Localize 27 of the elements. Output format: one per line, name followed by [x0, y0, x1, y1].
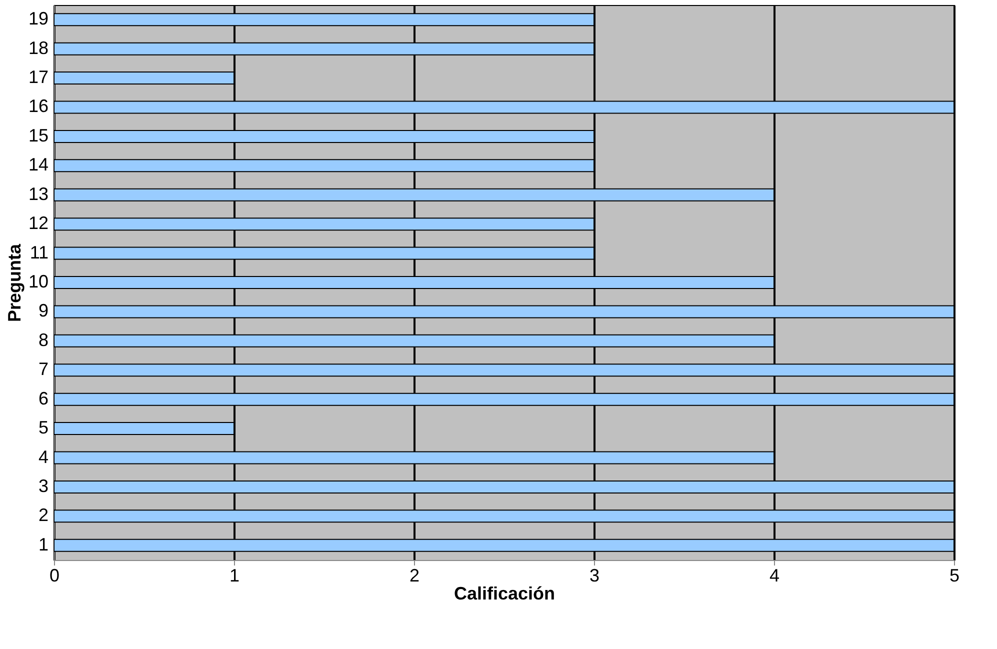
- y-tick-label: 13: [28, 184, 48, 204]
- x-axis-title: Calificación: [454, 584, 556, 604]
- y-tick-label: 9: [38, 300, 48, 321]
- y-tick-label: 4: [38, 446, 48, 467]
- y-tick-label: 6: [38, 388, 48, 408]
- y-tick-label: 2: [38, 505, 48, 526]
- x-tick-label: 4: [769, 566, 780, 586]
- y-tick-label: 17: [28, 67, 48, 88]
- y-tick-label: 16: [28, 96, 48, 116]
- x-tick-label: 0: [49, 566, 60, 586]
- y-tick-label: 11: [30, 242, 48, 262]
- x-tick-label: 1: [229, 566, 240, 586]
- y-tick-label: 10: [28, 272, 48, 292]
- y-tick-label: 14: [28, 154, 48, 175]
- y-tick-label: 12: [28, 213, 48, 234]
- y-tick-label: 15: [28, 125, 48, 146]
- y-tick-label: 3: [38, 476, 48, 496]
- y-tick-label: 18: [28, 38, 48, 58]
- y-tick-label: 8: [38, 330, 48, 350]
- y-tick-label: 7: [38, 359, 48, 380]
- x-tick-label: 5: [949, 566, 960, 586]
- x-tick-label: 3: [589, 566, 600, 586]
- y-tick-label: 19: [28, 8, 48, 29]
- y-tick-label: 5: [38, 418, 48, 438]
- x-tick-label: 2: [409, 566, 420, 586]
- y-axis-title: Pregunta: [4, 243, 24, 322]
- y-tick-label: 1: [38, 534, 48, 554]
